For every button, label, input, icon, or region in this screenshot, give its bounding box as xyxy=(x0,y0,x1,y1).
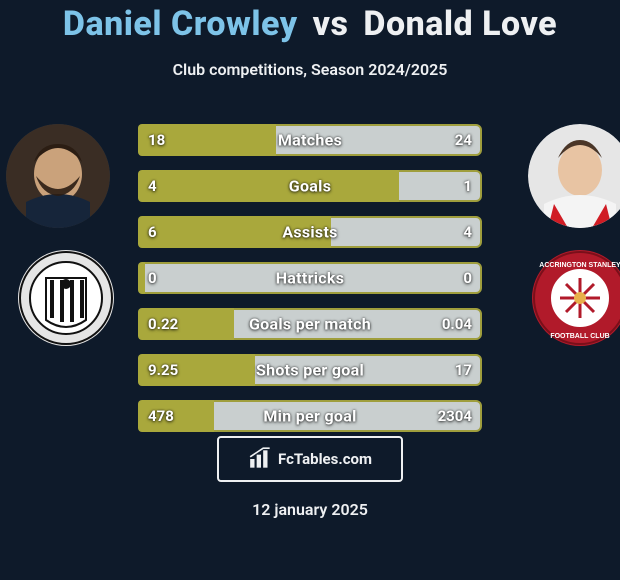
person-icon xyxy=(6,124,110,228)
player1-name: Daniel Crowley xyxy=(63,4,298,44)
player1-team-badge xyxy=(18,250,114,346)
club-badge-icon xyxy=(18,250,114,346)
bar-background xyxy=(138,262,482,294)
person-icon xyxy=(528,124,620,228)
stat-bar-row: 0.220.04Goals per match xyxy=(138,308,482,340)
bar-fill xyxy=(138,124,276,156)
attribution-text: FcTables.com xyxy=(278,450,372,468)
bar-fill xyxy=(138,354,255,386)
stat-bar-row: 41Goals xyxy=(138,170,482,202)
bar-fill xyxy=(138,400,214,432)
date-label: 12 january 2025 xyxy=(0,500,620,519)
stat-bar-row: 9.2517Shots per goal xyxy=(138,354,482,386)
vs-text: vs xyxy=(313,4,349,44)
player1-avatar xyxy=(6,124,110,228)
player2-team-badge: ACCRINGTON STANLEY FOOTBALL CLUB xyxy=(532,250,620,346)
comparison-card: Daniel Crowley vs Donald Love Club compe… xyxy=(0,0,620,580)
stat-bar-row: 1824Matches xyxy=(138,124,482,156)
stat-bar-row: 00Hattricks xyxy=(138,262,482,294)
page-title: Daniel Crowley vs Donald Love xyxy=(0,4,620,44)
players-area: ACCRINGTON STANLEY FOOTBALL CLUB 1824Mat… xyxy=(0,114,620,444)
bar-fill xyxy=(138,170,399,202)
bar-fill xyxy=(138,308,234,340)
stat-bar-row: 4782304Min per goal xyxy=(138,400,482,432)
attribution-badge: FcTables.com xyxy=(217,436,403,482)
bar-fill xyxy=(138,262,145,294)
club-badge-icon: ACCRINGTON STANLEY FOOTBALL CLUB xyxy=(532,250,620,346)
svg-text:FOOTBALL CLUB: FOOTBALL CLUB xyxy=(550,333,609,340)
stat-bar-row: 64Assists xyxy=(138,216,482,248)
bar-fill xyxy=(138,216,331,248)
player2-name: Donald Love xyxy=(363,4,557,44)
bar-chart-icon xyxy=(248,446,274,472)
player2-avatar xyxy=(528,124,620,228)
subtitle: Club competitions, Season 2024/2025 xyxy=(0,60,620,79)
svg-text:ACCRINGTON STANLEY: ACCRINGTON STANLEY xyxy=(539,262,620,269)
stat-bars: 1824Matches 41Goals 64Assists 00Hattricks 0.… xyxy=(138,124,482,446)
